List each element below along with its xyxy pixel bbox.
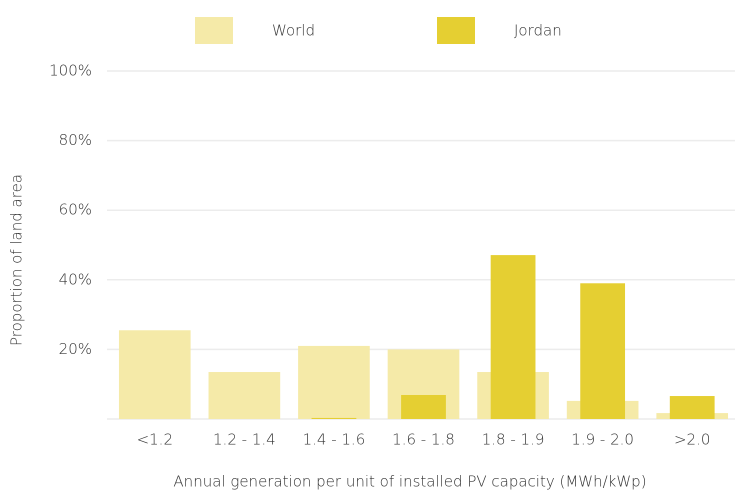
y-tick-label: 40% (59, 270, 92, 288)
bar (208, 372, 281, 419)
bar (580, 283, 626, 419)
x-tick-label: <1.2 (137, 431, 173, 449)
x-tick-label: 1.4 - 1.6 (303, 431, 366, 449)
y-axis-title: Proportion of land area (8, 174, 26, 346)
y-tick-label: 60% (59, 201, 92, 219)
bar (669, 396, 715, 419)
x-tick-label: >2.0 (674, 431, 710, 449)
x-tick-label: 1.8 - 1.9 (482, 431, 545, 449)
x-tick-label: 1.2 - 1.4 (213, 431, 276, 449)
legend-swatch (437, 17, 475, 44)
bar (298, 345, 370, 419)
y-tick-label: 80% (59, 131, 92, 149)
legend-label: Jordan (514, 22, 562, 40)
y-tick-label: 20% (59, 340, 92, 358)
legend-label: World (272, 22, 315, 40)
y-tick-label: 100% (49, 62, 92, 80)
bar (118, 330, 191, 419)
x-axis-title: Annual generation per unit of installed … (173, 473, 646, 491)
bar (490, 255, 536, 419)
x-tick-label: 1.6 - 1.8 (392, 431, 455, 449)
bar (311, 417, 357, 419)
bar (401, 394, 446, 419)
legend-swatch (195, 17, 233, 44)
x-tick-label: 1.9 - 2.0 (571, 431, 634, 449)
